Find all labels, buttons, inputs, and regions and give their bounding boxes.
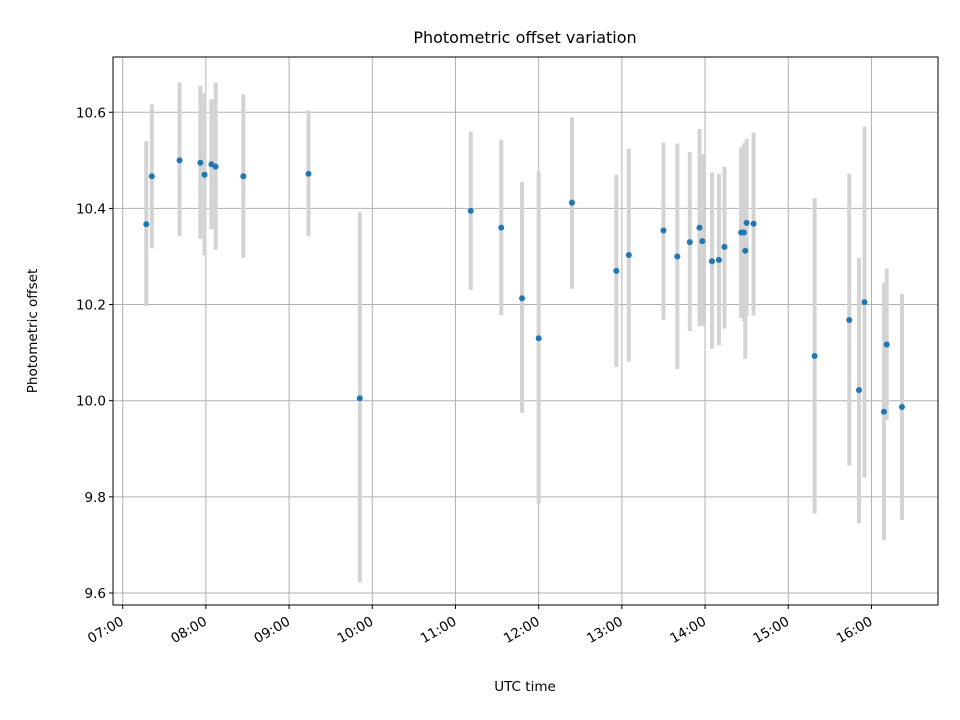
plot-area [113, 57, 938, 605]
data-point [240, 173, 247, 180]
data-point [750, 220, 757, 227]
data-point [721, 243, 728, 250]
data-point [613, 267, 620, 274]
data-point [743, 219, 750, 226]
y-tick-label: 10.6 [76, 105, 106, 121]
data-point [861, 299, 868, 306]
y-axis-ticks: 9.6 9.8 10.0 10.2 10.4 10.6 [76, 105, 113, 602]
data-point [883, 341, 890, 348]
data-point [305, 170, 312, 177]
data-point [197, 159, 204, 166]
data-point [201, 171, 208, 178]
data-point [143, 221, 150, 228]
data-point [212, 163, 219, 170]
data-point [811, 352, 818, 359]
y-axis-label: Photometric offset [25, 269, 41, 393]
x-axis-label: UTC time [494, 679, 556, 695]
data-point [742, 247, 749, 254]
data-point [846, 316, 853, 323]
data-point [519, 295, 526, 302]
data-point [356, 395, 363, 402]
y-tick-label: 10.0 [76, 394, 106, 410]
data-point [148, 173, 155, 180]
y-tick-label: 10.4 [76, 201, 106, 217]
data-point [498, 224, 505, 231]
data-point [708, 258, 715, 265]
data-point [715, 256, 722, 263]
data-point [674, 253, 681, 260]
data-point [625, 252, 632, 259]
data-point [880, 408, 887, 415]
y-tick-label: 9.6 [85, 586, 106, 602]
chart-title: Photometric offset variation [413, 28, 636, 47]
data-point [855, 387, 862, 394]
data-point [660, 227, 667, 234]
data-point [568, 199, 575, 206]
grid-layer [113, 57, 938, 605]
data-point [898, 403, 905, 410]
y-tick-label: 9.8 [85, 490, 106, 506]
data-point [535, 335, 542, 342]
data-point [176, 157, 183, 164]
plot-frame [112, 56, 939, 606]
data-point [740, 229, 747, 236]
data-point [696, 224, 703, 231]
data-point [699, 238, 706, 245]
data-point [686, 239, 693, 246]
point-layer [143, 157, 905, 415]
data-point [467, 207, 474, 214]
y-tick-label: 10.2 [76, 298, 106, 314]
